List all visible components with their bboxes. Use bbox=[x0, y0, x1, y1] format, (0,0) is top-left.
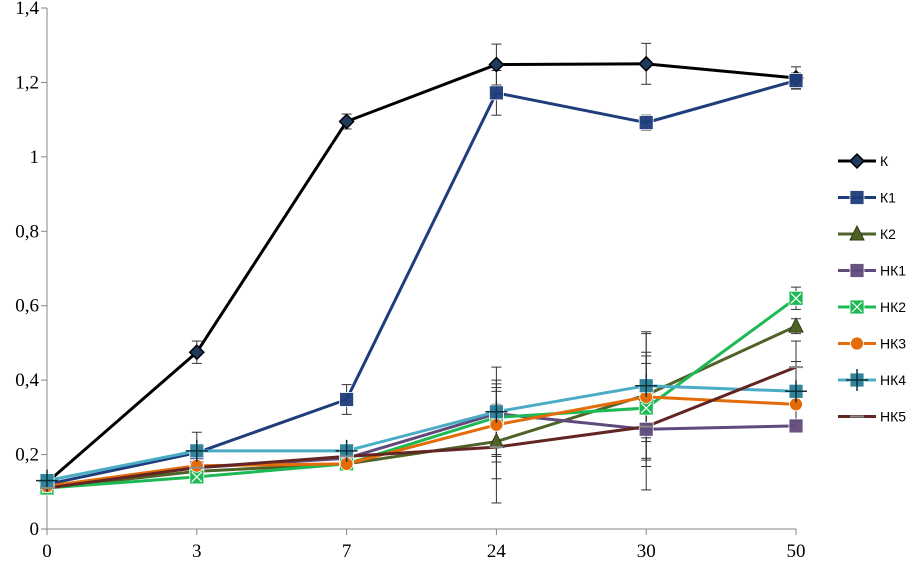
legend-item: НК1 bbox=[838, 263, 906, 279]
y-tick-label: 1 bbox=[30, 147, 40, 168]
series-line bbox=[46, 297, 797, 490]
series-lines bbox=[46, 62, 797, 490]
data-point bbox=[638, 55, 655, 72]
legend-marker bbox=[849, 190, 865, 205]
legend-item: НК5 bbox=[838, 409, 906, 425]
legend: К К1 К2 НК1 НК2 НК3 НК4 НК5 bbox=[838, 152, 906, 425]
legend-item: К1 bbox=[838, 190, 896, 206]
x-tick-label: 50 bbox=[787, 541, 806, 562]
legend-label: НК3 bbox=[880, 336, 906, 352]
y-tick-label: 0,4 bbox=[15, 370, 39, 391]
series-line bbox=[46, 395, 797, 488]
data-point bbox=[638, 421, 654, 437]
data-point bbox=[638, 115, 654, 131]
data-point bbox=[785, 380, 807, 403]
legend-marker bbox=[850, 336, 864, 351]
legend-label: НК2 bbox=[880, 299, 906, 315]
data-point bbox=[335, 439, 358, 462]
data-point bbox=[338, 113, 355, 130]
data-point bbox=[339, 392, 355, 407]
series-line bbox=[46, 365, 797, 490]
data-point bbox=[485, 400, 508, 423]
legend-marker bbox=[849, 224, 865, 241]
data-point bbox=[788, 317, 804, 333]
legend-marker bbox=[849, 299, 865, 315]
x-tick-label: 30 bbox=[637, 541, 656, 562]
data-point bbox=[788, 418, 804, 434]
legend-item: К bbox=[838, 152, 889, 170]
legend-item: НК3 bbox=[838, 336, 906, 352]
legend-marker bbox=[849, 263, 865, 278]
legend-label: НК1 bbox=[880, 263, 906, 279]
data-point bbox=[488, 56, 505, 73]
legend-item: НК2 bbox=[838, 299, 906, 315]
data-point bbox=[188, 344, 205, 361]
y-tick-label: 0 bbox=[30, 519, 40, 540]
series-markers bbox=[36, 55, 807, 496]
y-tick-label: 1,2 bbox=[15, 72, 39, 93]
legend-label: К2 bbox=[880, 226, 896, 242]
x-tick-label: 3 bbox=[192, 541, 202, 562]
data-point bbox=[185, 439, 208, 462]
data-point bbox=[635, 374, 658, 397]
y-tick-label: 0,2 bbox=[15, 445, 39, 466]
series-line bbox=[46, 62, 797, 484]
series-line bbox=[46, 324, 797, 490]
legend-label: К bbox=[880, 153, 889, 169]
legend-label: НК5 bbox=[880, 409, 906, 425]
series-line bbox=[46, 79, 797, 486]
y-tick-label: 0,6 bbox=[15, 296, 39, 317]
x-tick-label: 7 bbox=[342, 541, 352, 562]
data-point bbox=[788, 73, 804, 88]
legend-marker bbox=[848, 152, 866, 170]
legend-item: НК4 bbox=[838, 369, 906, 391]
axes: 0 0,2 0,4 0,6 0,8 1 1,2 1,4 0 3 7 24 30 50 bbox=[15, 0, 805, 562]
data-point bbox=[788, 290, 804, 306]
legend-label: НК4 bbox=[880, 372, 906, 388]
data-point bbox=[189, 469, 205, 485]
x-tick-label: 0 bbox=[42, 541, 52, 562]
x-tick-label: 24 bbox=[487, 541, 507, 562]
y-tick-label: 0,8 bbox=[15, 221, 39, 242]
data-point bbox=[488, 85, 504, 101]
legend-marker bbox=[846, 369, 868, 391]
legend-label: К1 bbox=[880, 190, 896, 206]
y-tick-label: 1,4 bbox=[15, 0, 39, 19]
series-line bbox=[46, 384, 797, 483]
legend-item: К2 bbox=[838, 224, 896, 242]
